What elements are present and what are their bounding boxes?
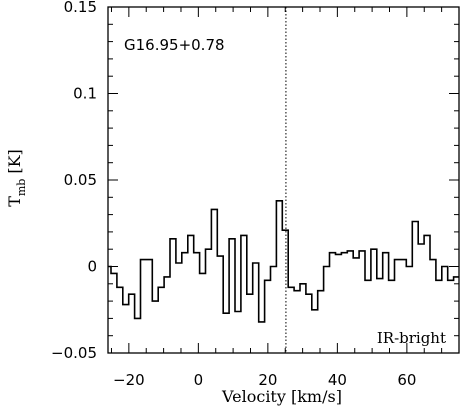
spectrum-point <box>456 276 457 277</box>
spectrum-point <box>438 280 439 281</box>
spectrum-point <box>302 283 303 284</box>
spectrum-point <box>297 290 298 291</box>
spectrum-point <box>232 238 233 239</box>
spectrum-point <box>279 200 280 201</box>
tick-labels: −20 0 20 40 60 −0.05 0 0.05 0.1 0.15 <box>51 0 416 389</box>
spectrum-point <box>338 254 339 255</box>
spectrum-point <box>113 273 114 274</box>
y-axis-label-sub: mb <box>15 179 28 196</box>
spectrum-point <box>255 262 256 263</box>
axis-ticks <box>108 6 460 354</box>
spectrum-point <box>409 266 410 267</box>
spectrum-point <box>220 256 221 257</box>
spectrum-point <box>361 250 362 251</box>
y-axis-label-main: T <box>5 196 24 207</box>
y-tick-label: 0.1 <box>73 85 97 103</box>
spectrum-point <box>285 230 286 231</box>
spectrum-point <box>137 318 138 319</box>
spectrum-point <box>249 294 250 295</box>
source-name-label: G16.95+0.78 <box>124 36 225 54</box>
plot-border <box>107 6 460 354</box>
spectrum-point <box>385 252 386 253</box>
spectrum-point <box>149 259 150 260</box>
spectrum-point <box>202 273 203 274</box>
spectrum-point <box>190 235 191 236</box>
spectrum-point <box>155 301 156 302</box>
series-group <box>107 200 459 323</box>
spectrum-point <box>314 309 315 310</box>
x-tick-label: 60 <box>397 371 416 389</box>
spectrum-point <box>450 280 451 281</box>
spectrum-point <box>237 311 238 312</box>
spectrum-point <box>426 235 427 236</box>
spectrum-point <box>119 287 120 288</box>
spectrum-point <box>131 294 132 295</box>
y-axis-label: Tmb [K] <box>5 149 28 207</box>
spectrum-point <box>379 278 380 279</box>
y-tick-label: 0 <box>87 258 97 276</box>
spectrum-point <box>373 249 374 250</box>
spectrum-point <box>332 252 333 253</box>
spectrum-line <box>108 200 459 323</box>
plot-frame <box>107 6 460 354</box>
svg-text:Tmb[K]: Tmb [K] <box>5 149 28 207</box>
spectrum-point <box>161 287 162 288</box>
spectrum-point <box>125 304 126 305</box>
spectrum-point <box>350 250 351 251</box>
spectrum-point <box>167 276 168 277</box>
x-tick-label: 0 <box>194 371 204 389</box>
ir-class-label: IR-bright <box>377 329 446 347</box>
spectrum-point <box>421 243 422 244</box>
spectrum-point <box>208 249 209 250</box>
y-tick-label: 0.05 <box>64 171 97 189</box>
spectrum-point <box>178 262 179 263</box>
spectrum-point <box>444 266 445 267</box>
spectrum-point <box>320 290 321 291</box>
spectrum-point <box>344 252 345 253</box>
x-axis-label: Velocity [km/s] <box>221 387 342 406</box>
spectrum-point <box>196 252 197 253</box>
x-tick-label: −20 <box>113 371 145 389</box>
spectrum-point <box>143 259 144 260</box>
spectrum-point <box>356 257 357 258</box>
spectrum-point <box>403 259 404 260</box>
x-tick-label: 40 <box>328 371 347 389</box>
spectrum-point <box>261 321 262 322</box>
spectrum-point <box>172 238 173 239</box>
y-axis-label-unit: [K] <box>5 149 24 173</box>
spectrum-point <box>432 259 433 260</box>
spectrum-point <box>214 209 215 210</box>
y-tick-label: 0.15 <box>64 0 97 16</box>
spectrum-point <box>367 280 368 281</box>
x-tick-label: 20 <box>258 371 277 389</box>
spectrum-point <box>267 280 268 281</box>
spectrum-point <box>291 287 292 288</box>
spectrum-point <box>243 235 244 236</box>
spectrum-point <box>184 252 185 253</box>
spectrum-point <box>397 259 398 260</box>
spectrum-point <box>107 266 108 267</box>
spectrum-point <box>326 266 327 267</box>
y-tick-label: −0.05 <box>51 344 97 362</box>
spectrum-point <box>273 266 274 267</box>
spectrum-point <box>415 221 416 222</box>
spectrum-point <box>226 313 227 314</box>
spectrum-point <box>308 294 309 295</box>
spectrum-point <box>391 280 392 281</box>
